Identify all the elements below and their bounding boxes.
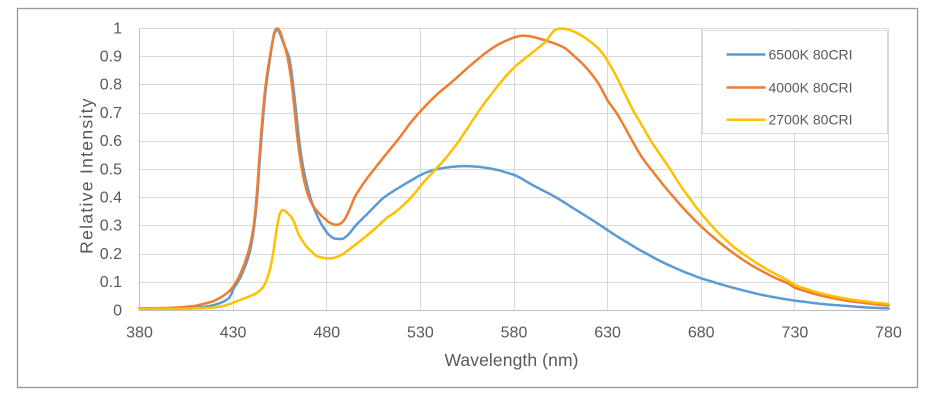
svg-text:0.8: 0.8: [100, 77, 122, 94]
svg-text:Wavelength (nm): Wavelength (nm): [444, 350, 578, 370]
svg-text:0.4: 0.4: [100, 190, 122, 207]
svg-text:0: 0: [113, 302, 122, 319]
svg-text:1: 1: [113, 20, 122, 37]
svg-text:0.6: 0.6: [100, 133, 122, 150]
svg-text:530: 530: [407, 325, 434, 342]
svg-text:480: 480: [313, 325, 340, 342]
svg-text:380: 380: [126, 325, 153, 342]
svg-text:0.5: 0.5: [100, 161, 122, 178]
svg-text:580: 580: [501, 325, 528, 342]
svg-text:780: 780: [875, 325, 902, 342]
svg-text:0.3: 0.3: [100, 218, 122, 235]
svg-text:0.7: 0.7: [100, 105, 122, 122]
svg-text:0.9: 0.9: [100, 49, 122, 66]
svg-text:6500K 80CRI: 6500K 80CRI: [769, 47, 853, 63]
svg-text:430: 430: [220, 325, 247, 342]
svg-text:4000K 80CRI: 4000K 80CRI: [769, 80, 853, 96]
svg-text:630: 630: [594, 325, 621, 342]
svg-text:0.1: 0.1: [100, 274, 122, 291]
svg-text:2700K 80CRI: 2700K 80CRI: [769, 112, 853, 128]
svg-text:0.2: 0.2: [100, 246, 122, 263]
svg-text:730: 730: [782, 325, 809, 342]
svg-text:Relative Intensity: Relative Intensity: [77, 97, 97, 254]
svg-text:680: 680: [688, 325, 715, 342]
